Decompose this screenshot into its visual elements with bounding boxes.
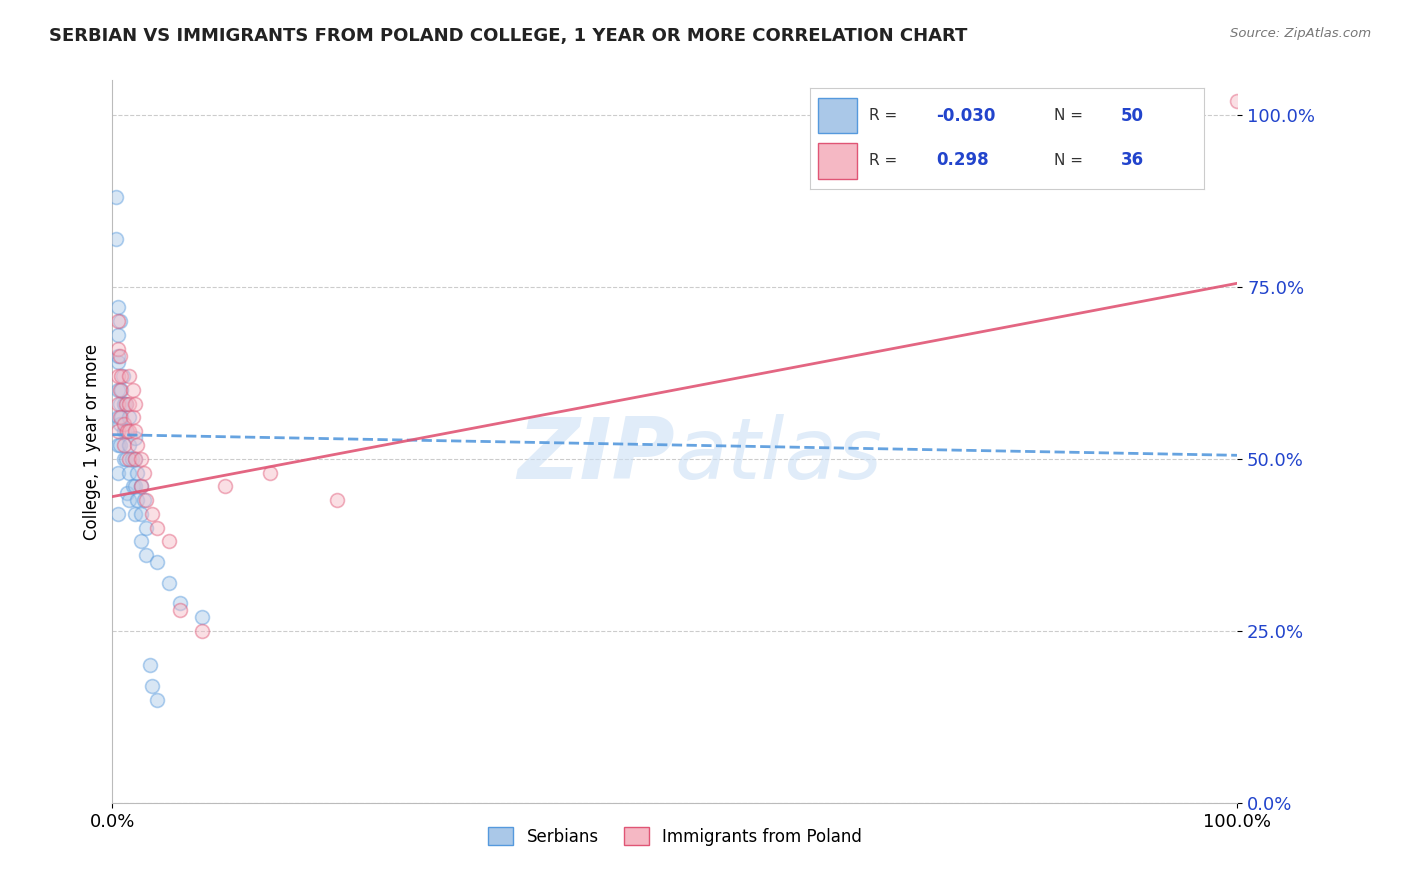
Point — [118, 369, 141, 384]
Point — [107, 466, 129, 480]
Point — [121, 451, 143, 466]
Point — [115, 397, 138, 411]
Point — [169, 596, 191, 610]
Point — [169, 603, 191, 617]
Point — [127, 466, 149, 480]
Point — [124, 424, 146, 438]
Point — [118, 410, 141, 425]
Point — [111, 369, 134, 384]
Point — [129, 507, 152, 521]
Point — [104, 231, 127, 245]
Point — [132, 493, 155, 508]
Point — [124, 507, 146, 521]
Point — [107, 301, 129, 315]
Point — [115, 397, 138, 411]
Point — [104, 190, 127, 204]
Point — [121, 479, 143, 493]
Text: ZIP: ZIP — [517, 415, 675, 498]
Point — [115, 451, 138, 466]
Point — [112, 451, 135, 466]
Point — [118, 397, 141, 411]
Point — [107, 383, 129, 397]
Point — [115, 486, 138, 500]
Legend: Serbians, Immigrants from Poland: Serbians, Immigrants from Poland — [481, 821, 869, 852]
Point — [112, 417, 135, 432]
Point — [110, 383, 132, 397]
Point — [326, 493, 349, 508]
Point — [129, 479, 152, 493]
Point — [107, 438, 129, 452]
Y-axis label: College, 1 year or more: College, 1 year or more — [83, 343, 101, 540]
Point — [141, 507, 163, 521]
Point — [129, 534, 152, 549]
Point — [118, 451, 141, 466]
Point — [107, 397, 129, 411]
Point — [127, 438, 149, 452]
Point — [146, 555, 169, 569]
Point — [107, 327, 129, 342]
Point — [115, 424, 138, 438]
Point — [124, 451, 146, 466]
Point — [121, 383, 143, 397]
Point — [107, 342, 129, 356]
Point — [157, 534, 180, 549]
Point — [110, 410, 132, 425]
Point — [112, 438, 135, 452]
Point — [110, 369, 132, 384]
Point — [191, 624, 214, 638]
Point — [132, 466, 155, 480]
Point — [124, 451, 146, 466]
Point — [107, 369, 129, 384]
Point — [129, 479, 152, 493]
Point — [124, 479, 146, 493]
Point — [1226, 94, 1249, 108]
Point — [129, 451, 152, 466]
Point — [110, 438, 132, 452]
Point — [110, 417, 132, 432]
Text: Source: ZipAtlas.com: Source: ZipAtlas.com — [1230, 27, 1371, 40]
Point — [135, 548, 157, 562]
Point — [124, 431, 146, 445]
Point — [107, 314, 129, 328]
Point — [115, 424, 138, 438]
Point — [121, 410, 143, 425]
Point — [110, 314, 132, 328]
Point — [146, 692, 169, 706]
Point — [107, 355, 129, 369]
Point — [107, 349, 129, 363]
Point — [138, 658, 160, 673]
Point — [135, 520, 157, 534]
Point — [141, 679, 163, 693]
Point — [191, 610, 214, 624]
Point — [107, 507, 129, 521]
Point — [118, 493, 141, 508]
Point — [259, 466, 281, 480]
Point — [214, 479, 236, 493]
Point — [146, 520, 169, 534]
Point — [112, 424, 135, 438]
Point — [110, 397, 132, 411]
Point — [107, 424, 129, 438]
Point — [110, 349, 132, 363]
Point — [124, 397, 146, 411]
Point — [118, 466, 141, 480]
Text: atlas: atlas — [675, 415, 883, 498]
Point — [127, 493, 149, 508]
Point — [110, 410, 132, 425]
Point — [118, 424, 141, 438]
Point — [135, 493, 157, 508]
Point — [110, 383, 132, 397]
Point — [112, 397, 135, 411]
Point — [118, 438, 141, 452]
Text: SERBIAN VS IMMIGRANTS FROM POLAND COLLEGE, 1 YEAR OR MORE CORRELATION CHART: SERBIAN VS IMMIGRANTS FROM POLAND COLLEG… — [49, 27, 967, 45]
Point — [107, 410, 129, 425]
Point — [157, 575, 180, 590]
